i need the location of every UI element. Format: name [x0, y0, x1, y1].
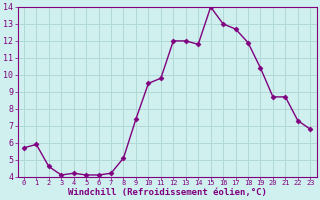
X-axis label: Windchill (Refroidissement éolien,°C): Windchill (Refroidissement éolien,°C) [68, 188, 267, 197]
